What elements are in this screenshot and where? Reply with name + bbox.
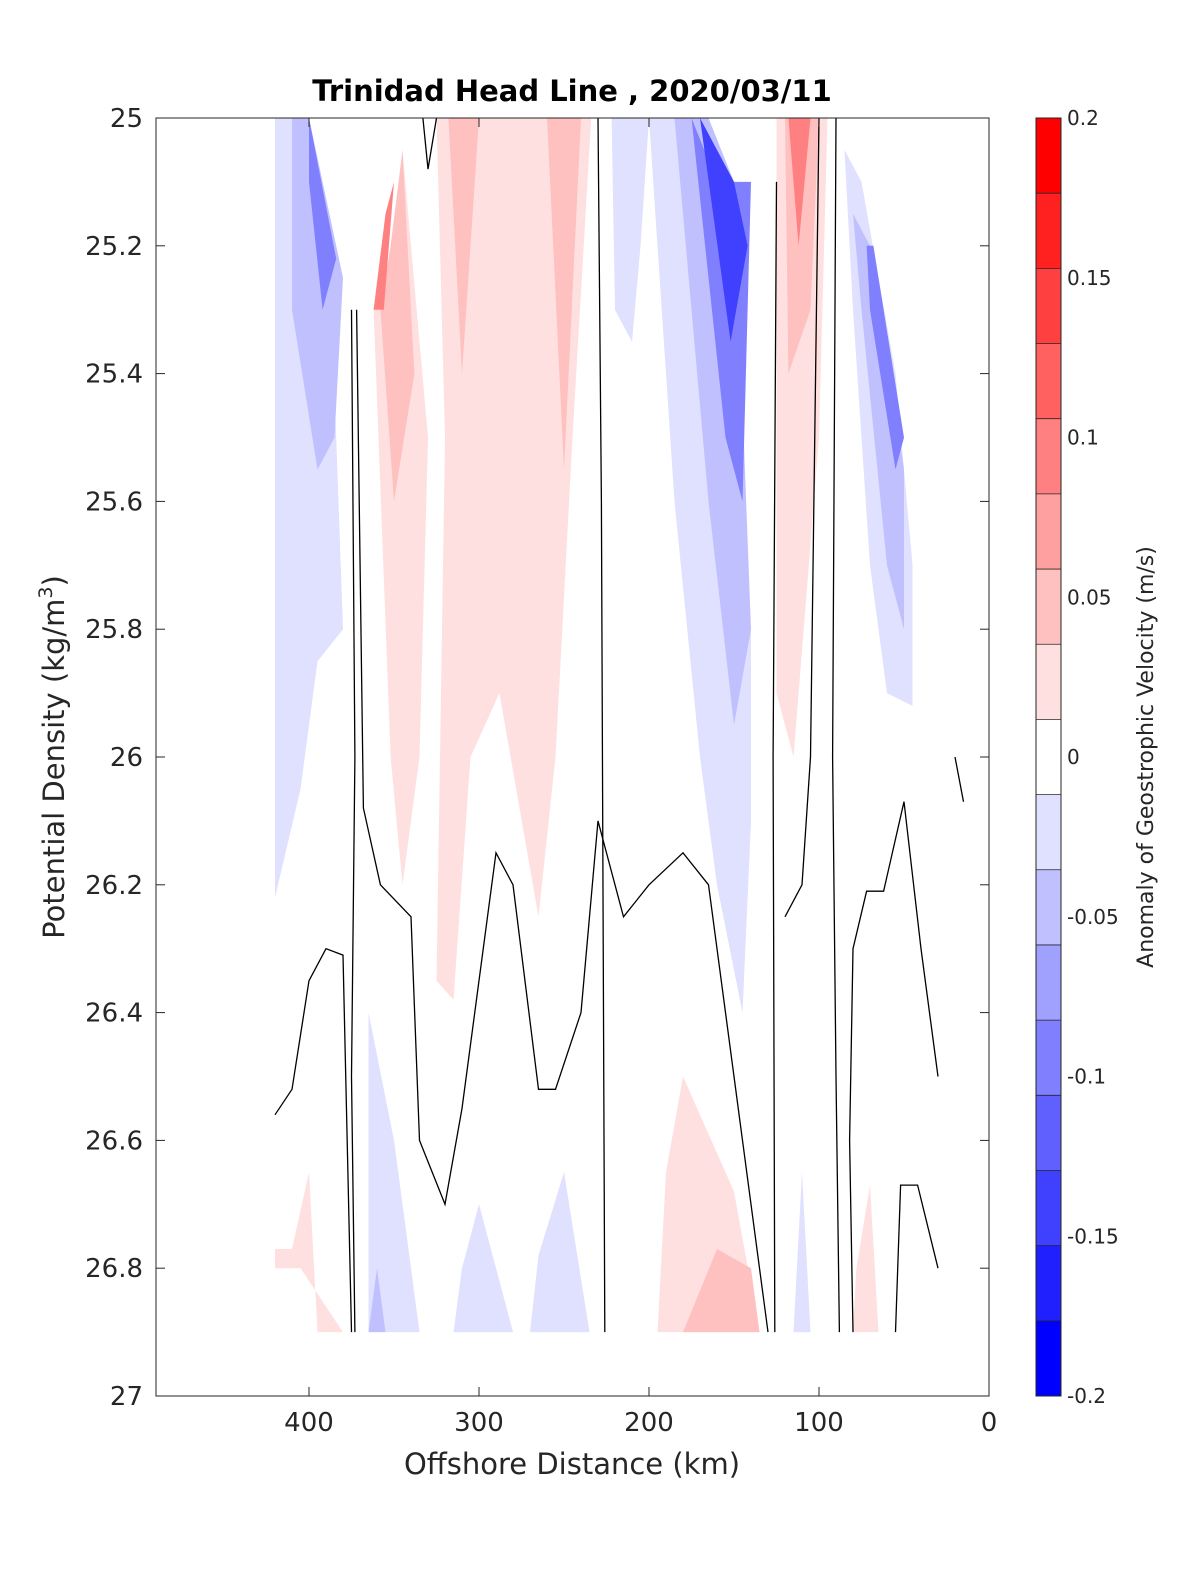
zero-contour-line-0 [422,117,438,170]
y-tick-label: 26.8 [85,1254,143,1284]
y-axis-label: Potential Density (kg/m3) [35,575,71,939]
colorbar-tick-label: -0.05 [1067,905,1119,929]
contour-region-21 [368,1012,420,1333]
zero-contour-line-9 [894,1184,939,1333]
colorbar-block [1036,794,1061,871]
y-tick-label: 26.2 [85,871,143,901]
contour-region-1 [292,118,343,470]
contour-region-23 [453,1204,513,1333]
colorbar-block [1036,193,1061,269]
colorbar-block [1036,1245,1061,1322]
zero-contour-line-2 [772,181,778,1333]
colorbar-tick-label: -0.1 [1067,1065,1106,1089]
colorbar-block [1036,719,1061,796]
colorbar-tick-label: -0.15 [1067,1224,1119,1248]
colorbar-tick-label: -0.2 [1067,1384,1106,1408]
colorbar-blocks [1036,118,1061,1397]
y-tick-label: 27 [110,1382,143,1412]
contour-region-24 [530,1172,590,1333]
x-tick-label: 100 [794,1408,844,1438]
colorbar-block [1036,1170,1061,1247]
colorbar-tick-label: 0.2 [1067,106,1099,130]
contour-lines [274,117,965,1333]
y-tick-label: 25.6 [85,487,143,517]
zero-contour-line-10 [954,756,965,802]
zero-contour-line-5 [355,309,769,1333]
colorbar-block [1036,1095,1061,1171]
y-tick-label: 25 [110,104,143,134]
y-tick-label: 26.6 [85,1126,143,1156]
contour-region-9 [611,118,649,342]
colorbar-block [1036,418,1061,495]
colorbar-frame [1035,117,1062,1397]
x-tick-label: 0 [981,1408,998,1438]
y-axis-label-close: ) [37,575,71,586]
contour-region-18 [853,213,904,630]
chart-title: Trinidad Head Line , 2020/03/11 [312,74,832,108]
colorbar-tick-label: 0 [1067,745,1080,769]
colorbar-block [1036,118,1061,194]
contour-region-20 [275,1172,343,1333]
contour-region-5 [373,181,394,310]
colorbar-label: Anomaly of Geostrophic Velocity (m/s) [1134,546,1159,968]
contour-region-27 [793,1172,811,1333]
y-tick-label: 25.2 [85,232,143,262]
contour-region-22 [368,1268,386,1333]
colorbar-block [1036,1020,1061,1096]
x-tick-label: 200 [624,1408,674,1438]
contour-region-28 [853,1185,879,1333]
zero-contour-line-1 [597,117,606,1333]
zero-contour-line-8 [848,801,939,1333]
y-tick-label: 25.4 [85,360,143,390]
y-axis-label-sup: 3 [35,586,57,598]
x-axis-ticks: 400 300 200 100 0 [284,118,997,1438]
zero-contour-line-6 [274,947,353,1333]
contour-region-19 [866,245,904,470]
contour-region-6 [436,118,592,1000]
colorbar-tick-label: 0.1 [1067,426,1099,450]
x-axis-label: Offshore Distance (km) [404,1447,740,1481]
zero-contour-line-3 [831,117,841,1333]
zero-contour-line-4 [350,309,356,1333]
filled-contour-regions [275,118,913,1333]
y-tick-label: 26 [110,743,143,773]
colorbar-block [1036,493,1061,570]
y-axis-label-main: Potential Density (kg/m [37,599,71,939]
x-tick-label: 400 [284,1408,334,1438]
colorbar-block [1036,869,1061,946]
colorbar-tick-label: 0.05 [1067,585,1112,609]
contour-region-2 [309,118,337,310]
colorbar-tick-label: 0.15 [1067,266,1112,290]
colorbar-block [1036,268,1061,345]
colorbar-block [1036,644,1061,720]
y-tick-label: 26.4 [85,999,143,1029]
contour-region-26 [683,1249,760,1333]
contour-region-16 [788,118,811,246]
colorbar: 0.2 0.15 0.1 0.05 0 -0.05 -0.1 -0.15 -0.2 [1035,106,1119,1408]
colorbar-block [1036,343,1061,420]
colorbar-block [1036,1320,1061,1397]
contour-region-4 [380,150,415,502]
colorbar-block [1036,569,1061,645]
contour-region-13 [700,118,748,342]
x-tick-label: 300 [454,1408,504,1438]
y-axis-ticks: 25 25.2 25.4 25.6 25.8 26 26.2 26.4 26.6 26.8 27 [85,104,989,1412]
colorbar-ticks: 0.2 0.15 0.1 0.05 0 -0.05 -0.1 -0.15 -0.2 [1067,106,1119,1408]
zero-contour-line-7 [784,117,820,918]
colorbar-block [1036,944,1061,1021]
y-tick-label: 25.8 [85,615,143,645]
plot-area: 400 300 200 100 0 25 25.2 25.4 25.6 25.8 26 26.2 26… [85,104,997,1438]
contour-region-8 [547,118,581,470]
contour-region-7 [448,118,479,374]
